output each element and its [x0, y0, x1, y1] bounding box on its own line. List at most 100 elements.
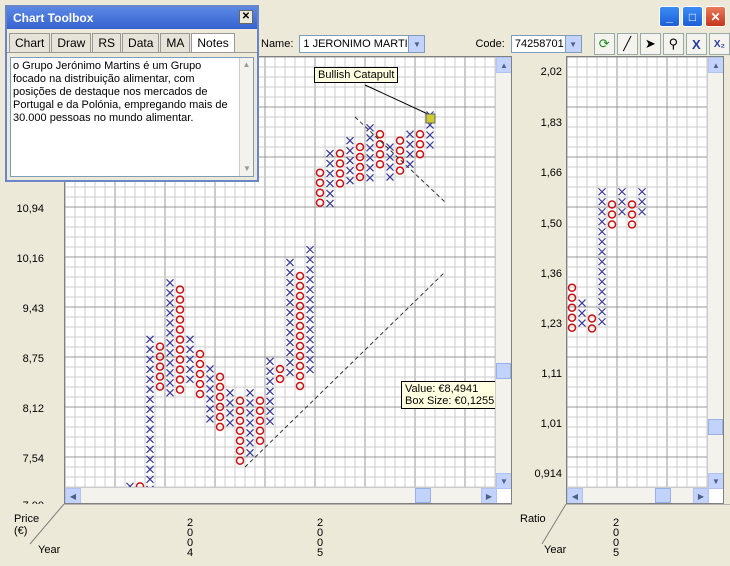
scroll-left-icon[interactable]: ◀	[567, 488, 583, 503]
x-mark	[638, 197, 646, 206]
x-mark	[166, 318, 174, 327]
chevron-down-icon[interactable]: ▼	[564, 36, 581, 52]
code-label: Code:	[475, 38, 505, 50]
scroll-right-icon[interactable]: ▶	[481, 488, 497, 503]
x-mark	[406, 150, 414, 159]
x-mark	[306, 255, 314, 264]
x-mark	[306, 275, 314, 284]
minimize-button[interactable]: _	[659, 6, 680, 27]
x-mark	[598, 227, 606, 236]
x-mark	[618, 187, 626, 196]
scroll-down-icon[interactable]: ▼	[708, 473, 723, 489]
notes-textarea[interactable]: o Grupo Jerónimo Martins é um Grupo foca…	[10, 57, 254, 177]
notes-scrollbar[interactable]: ▲ ▼	[239, 58, 253, 176]
scroll-right-icon[interactable]: ▶	[693, 488, 709, 503]
name-combo[interactable]: 1 JERONIMO MARTIN ▼	[299, 35, 426, 53]
x-mark	[186, 345, 194, 354]
tab-rs[interactable]: RS	[92, 33, 122, 52]
x-mark	[286, 348, 294, 357]
o-mark	[375, 149, 385, 159]
draw-line-icon[interactable]: ╱	[616, 33, 638, 55]
x-mark	[366, 123, 374, 132]
ratio-horizontal-scrollbar[interactable]: ◀ ▶	[567, 487, 709, 503]
x-mark	[166, 298, 174, 307]
axis-diagonal	[29, 504, 512, 545]
ratio-vertical-scrollbar[interactable]: ▲ ▼	[707, 57, 723, 489]
x-mark	[246, 448, 254, 457]
x-mark	[346, 166, 354, 175]
x-mark	[266, 397, 274, 406]
o-mark	[215, 412, 225, 422]
o-mark	[335, 149, 345, 158]
x-mark	[286, 278, 294, 287]
close-icon[interactable]: ✕	[239, 10, 253, 24]
x-chart-icon[interactable]: X	[685, 33, 707, 55]
scroll-thumb[interactable]	[708, 419, 723, 435]
o-mark	[627, 200, 637, 209]
o-mark	[295, 301, 305, 311]
x-mark	[246, 398, 254, 407]
x-mark	[598, 247, 606, 256]
scroll-up-icon[interactable]: ▲	[496, 57, 511, 73]
chevron-down-icon[interactable]: ▼	[408, 36, 425, 52]
scroll-thumb[interactable]	[415, 488, 431, 503]
annotation-pointer	[364, 84, 431, 116]
x-mark	[166, 328, 174, 337]
x-mark	[226, 388, 234, 397]
scroll-left-icon[interactable]: ◀	[65, 488, 81, 503]
ratio-x-axis: Ratio Year 2005	[512, 504, 730, 566]
tab-data[interactable]: Data	[122, 33, 160, 52]
close-button[interactable]: ✕	[705, 6, 726, 27]
zoom-icon[interactable]: ⚲	[662, 33, 684, 55]
x-mark	[286, 368, 294, 377]
o-mark	[235, 446, 245, 455]
o-mark	[355, 152, 365, 162]
scroll-down-icon[interactable]: ▼	[243, 164, 251, 173]
scroll-up-icon[interactable]: ▲	[708, 57, 723, 73]
maximize-button[interactable]: □	[682, 6, 703, 27]
o-mark	[275, 374, 285, 384]
o-mark	[175, 355, 185, 364]
scroll-thumb[interactable]	[655, 488, 671, 503]
ratio-chart-panel: ▲ ▼ ◀ ▶	[566, 56, 724, 504]
tab-draw[interactable]: Draw	[51, 33, 92, 52]
chart-toolbox-window[interactable]: Chart Toolbox ✕ Chart Draw RS Data MA No…	[5, 5, 259, 182]
scroll-down-icon[interactable]: ▼	[496, 473, 511, 489]
x-mark	[306, 345, 314, 354]
x-mark	[306, 305, 314, 314]
x2-chart-icon[interactable]: X₂	[708, 33, 730, 55]
x-mark	[146, 365, 154, 374]
x-mark	[386, 173, 394, 181]
code-combo[interactable]: 74258701 ▼	[510, 35, 582, 53]
tab-notes[interactable]: Notes	[191, 33, 235, 52]
pointer-icon[interactable]: ➤	[639, 33, 661, 55]
x-mark	[146, 425, 154, 434]
o-mark	[295, 321, 305, 331]
x-mark	[146, 375, 154, 384]
x-mark	[146, 385, 154, 394]
trend-line	[244, 271, 446, 468]
o-mark	[175, 385, 185, 394]
x-mark	[326, 149, 334, 158]
x-mark	[406, 130, 414, 139]
refresh-icon[interactable]: ⟳	[593, 33, 615, 55]
x-mark	[366, 153, 374, 162]
o-mark	[567, 303, 577, 312]
o-mark	[375, 129, 385, 139]
main-vertical-scrollbar[interactable]: ▲ ▼	[495, 57, 511, 489]
x-mark	[598, 237, 606, 246]
toolbox-title-bar[interactable]: Chart Toolbox ✕	[7, 7, 257, 29]
x-mark	[266, 367, 274, 376]
o-mark	[155, 352, 165, 361]
scroll-up-icon[interactable]: ▲	[242, 60, 251, 69]
main-horizontal-scrollbar[interactable]: ◀ ▶	[65, 487, 497, 503]
x-mark	[166, 368, 174, 377]
x-mark	[618, 207, 626, 216]
x-mark	[206, 385, 214, 393]
x-mark	[286, 268, 294, 277]
tab-chart[interactable]: Chart	[9, 33, 51, 52]
tab-ma[interactable]: MA	[160, 33, 191, 52]
notes-text: o Grupo Jerónimo Martins é um Grupo foca…	[13, 60, 228, 124]
scroll-thumb[interactable]	[496, 363, 511, 379]
x-mark	[226, 418, 234, 427]
